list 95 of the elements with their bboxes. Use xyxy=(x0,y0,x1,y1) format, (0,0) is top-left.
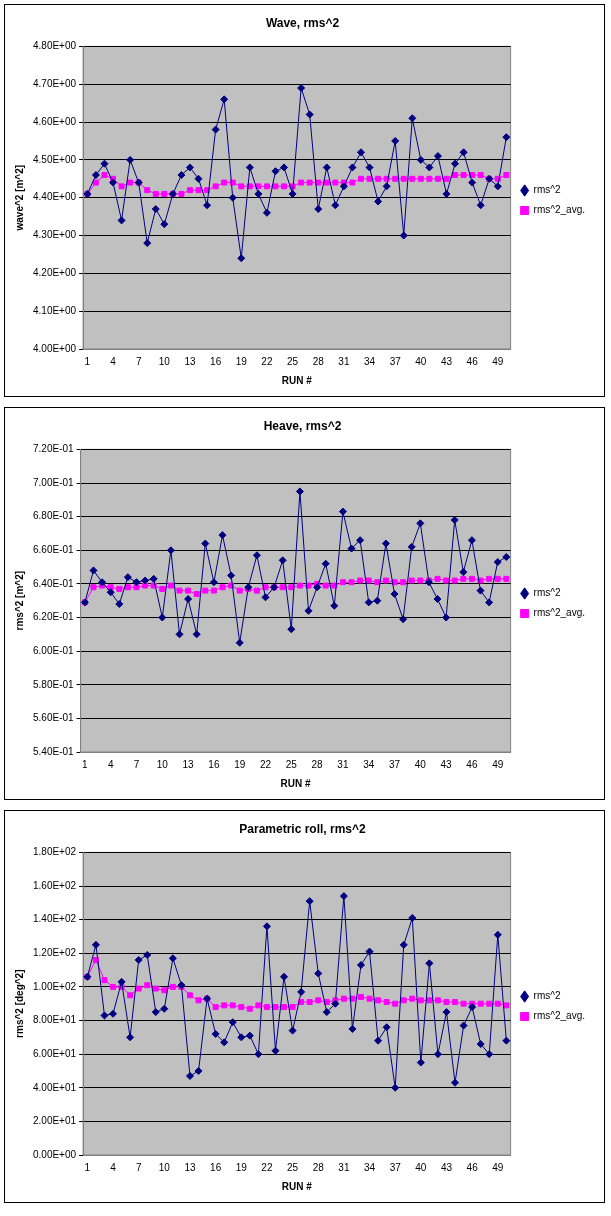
x-tick-label: 16 xyxy=(210,1161,222,1173)
x-tick-label: 46 xyxy=(466,1161,479,1173)
legend-label: rms^2 xyxy=(533,184,561,196)
y-tick-label: 4.60E+00 xyxy=(32,115,77,127)
y-tick-label: 0.00E+00 xyxy=(32,1148,77,1160)
x-tick-label: 4 xyxy=(110,1161,117,1173)
x-tick-label: 19 xyxy=(235,355,248,367)
y-tick-label: 5.40E-01 xyxy=(32,745,75,757)
x-tick-label: 1 xyxy=(82,758,89,770)
x-tick-label: 10 xyxy=(158,1161,171,1173)
x-tick-label: 37 xyxy=(389,355,402,367)
x-tick-label: 34 xyxy=(363,1161,376,1173)
x-tick-label: 40 xyxy=(414,758,427,770)
x-tick-label: 43 xyxy=(440,355,453,367)
x-tick-label: 19 xyxy=(234,758,246,770)
x-tick-label: 1 xyxy=(84,1161,91,1173)
x-tick-label: 10 xyxy=(158,355,171,367)
x-tick-label: 34 xyxy=(363,355,376,367)
x-tick-label: 19 xyxy=(235,1161,248,1173)
y-tick-label: 6.60E-01 xyxy=(32,544,75,556)
x-tick-label: 28 xyxy=(311,758,324,770)
y-tick-label: 5.80E-01 xyxy=(32,678,75,690)
y-tick-label: 4.00E+01 xyxy=(32,1081,77,1093)
x-tick-label: 13 xyxy=(184,355,196,367)
x-tick-label: 43 xyxy=(440,758,453,770)
x-tick-label: 16 xyxy=(210,355,222,367)
y-tick-label: 4.70E+00 xyxy=(32,77,77,89)
chart-title: Heave, rms^2 xyxy=(263,418,342,433)
x-tick-label: 43 xyxy=(440,1161,453,1173)
y-tick-label: 4.00E+00 xyxy=(32,342,77,354)
y-tick-label: 6.00E-01 xyxy=(32,644,75,656)
x-tick-label: 7 xyxy=(133,758,140,770)
x-tick-label: 37 xyxy=(389,1161,402,1173)
y-tick-label: 4.50E+00 xyxy=(32,153,77,165)
x-tick-label: 40 xyxy=(415,1161,427,1173)
y-tick-label: 1.00E+02 xyxy=(32,980,77,992)
chart-title: Parametric roll, rms^2 xyxy=(239,821,367,836)
y-tick-label: 1.60E+02 xyxy=(32,879,77,891)
legend-label: rms^2 xyxy=(533,587,561,599)
x-tick-label: 31 xyxy=(338,1161,350,1173)
x-axis-title: RUN # xyxy=(281,374,313,386)
x-tick-label: 7 xyxy=(135,355,142,367)
y-tick-label: 1.40E+02 xyxy=(32,913,77,925)
x-tick-label: 4 xyxy=(107,758,114,770)
y-tick-label: 1.20E+02 xyxy=(32,947,77,959)
x-tick-label: 13 xyxy=(182,758,195,770)
y-tick-label: 6.40E-01 xyxy=(32,577,75,589)
y-tick-label: 6.80E-01 xyxy=(32,510,75,522)
y-tick-label: 1.80E+02 xyxy=(32,846,77,858)
x-tick-label: 34 xyxy=(363,758,375,770)
legend-label: rms^2_avg. xyxy=(533,204,586,216)
x-tick-label: 4 xyxy=(110,355,117,367)
y-tick-label: 6.00E+01 xyxy=(32,1047,77,1059)
x-tick-label: 40 xyxy=(415,355,427,367)
y-axis-title: rms^2 [deg^2] xyxy=(13,969,25,1038)
x-tick-label: 37 xyxy=(388,758,401,770)
x-tick-label: 28 xyxy=(312,355,325,367)
x-tick-label: 22 xyxy=(259,758,272,770)
y-tick-label: 7.00E-01 xyxy=(32,476,75,488)
y-tick-label: 8.00E+01 xyxy=(32,1014,77,1026)
x-tick-label: 49 xyxy=(492,758,504,770)
legend-label: rms^2 xyxy=(533,990,561,1002)
x-tick-label: 31 xyxy=(338,355,350,367)
x-axis-title: RUN # xyxy=(281,1180,313,1192)
x-tick-label: 25 xyxy=(285,758,298,770)
y-tick-label: 4.20E+00 xyxy=(32,267,77,279)
x-tick-label: 22 xyxy=(261,355,273,367)
x-tick-label: 22 xyxy=(261,1161,273,1173)
x-tick-label: 49 xyxy=(492,355,504,367)
y-tick-label: 4.40E+00 xyxy=(32,191,77,203)
x-tick-label: 13 xyxy=(184,1161,196,1173)
x-tick-label: 7 xyxy=(135,1161,142,1173)
x-tick-label: 46 xyxy=(466,758,478,770)
y-tick-label: 4.10E+00 xyxy=(32,304,77,316)
x-tick-label: 25 xyxy=(287,355,299,367)
y-tick-label: 4.30E+00 xyxy=(32,229,77,241)
chart-title: Wave, rms^2 xyxy=(265,15,340,30)
x-tick-label: 10 xyxy=(156,758,169,770)
x-tick-label: 31 xyxy=(337,758,349,770)
x-axis-title: RUN # xyxy=(280,777,312,789)
x-tick-label: 25 xyxy=(287,1161,299,1173)
y-axis-title: wave^2 [m^2] xyxy=(13,164,25,232)
x-tick-label: 49 xyxy=(492,1161,504,1173)
y-tick-label: 7.20E-01 xyxy=(32,443,75,455)
x-tick-label: 16 xyxy=(208,758,220,770)
y-axis-title: rms^2 [m^2] xyxy=(13,570,25,631)
legend-label: rms^2_avg. xyxy=(533,607,586,619)
x-tick-label: 46 xyxy=(466,355,479,367)
y-tick-label: 4.80E+00 xyxy=(32,40,77,52)
y-tick-label: 6.20E-01 xyxy=(32,611,75,623)
y-tick-label: 5.60E-01 xyxy=(32,712,75,724)
y-tick-label: 2.00E+01 xyxy=(32,1115,77,1127)
x-tick-label: 1 xyxy=(84,355,91,367)
x-tick-label: 28 xyxy=(312,1161,325,1173)
legend-label: rms^2_avg. xyxy=(533,1010,586,1022)
